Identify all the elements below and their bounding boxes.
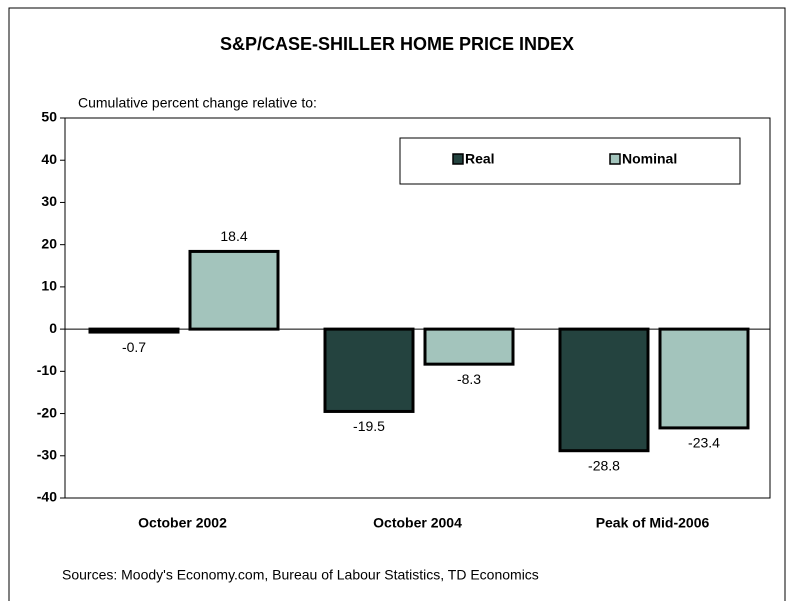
plot-area	[64, 117, 771, 499]
y-tick-label: 10	[41, 278, 57, 294]
legend-swatch	[609, 153, 621, 165]
y-tick-label: -20	[37, 404, 57, 420]
bar	[323, 327, 415, 413]
value-label: -19.5	[353, 418, 385, 434]
bar	[423, 327, 515, 366]
x-tick-label: October 2004	[373, 515, 462, 531]
bar	[88, 327, 180, 334]
value-label: -23.4	[688, 435, 720, 451]
value-label: 18.4	[220, 228, 247, 244]
legend-box	[399, 137, 741, 185]
legend-label: Nominal	[622, 151, 677, 167]
frame	[8, 7, 786, 601]
y-tick-label: -40	[37, 489, 57, 505]
y-tick-label: -10	[37, 362, 57, 378]
value-label: -8.3	[457, 371, 481, 387]
x-tick-label: Peak of Mid-2006	[596, 515, 710, 531]
source: Sources: Moody's Economy.com, Bureau of …	[62, 567, 539, 583]
x-tick-label: October 2002	[138, 515, 227, 531]
value-label: -0.7	[122, 339, 146, 355]
bar	[658, 327, 750, 430]
value-label: -28.8	[588, 457, 620, 473]
y-tick-label: 50	[41, 109, 57, 125]
chart-title: S&P/CASE-SHILLER HOME PRICE INDEX	[220, 34, 574, 54]
legend-swatch	[452, 153, 464, 165]
y-tick-label: 20	[41, 235, 57, 251]
bar	[188, 249, 280, 331]
y-tick-label: 0	[49, 320, 57, 336]
legend-label: Real	[465, 151, 495, 167]
bar	[558, 327, 650, 453]
y-tick-label: 30	[41, 193, 57, 209]
y-tick-label: -30	[37, 446, 57, 462]
y-tick-label: 40	[41, 151, 57, 167]
subtitle: Cumulative percent change relative to:	[78, 95, 317, 111]
